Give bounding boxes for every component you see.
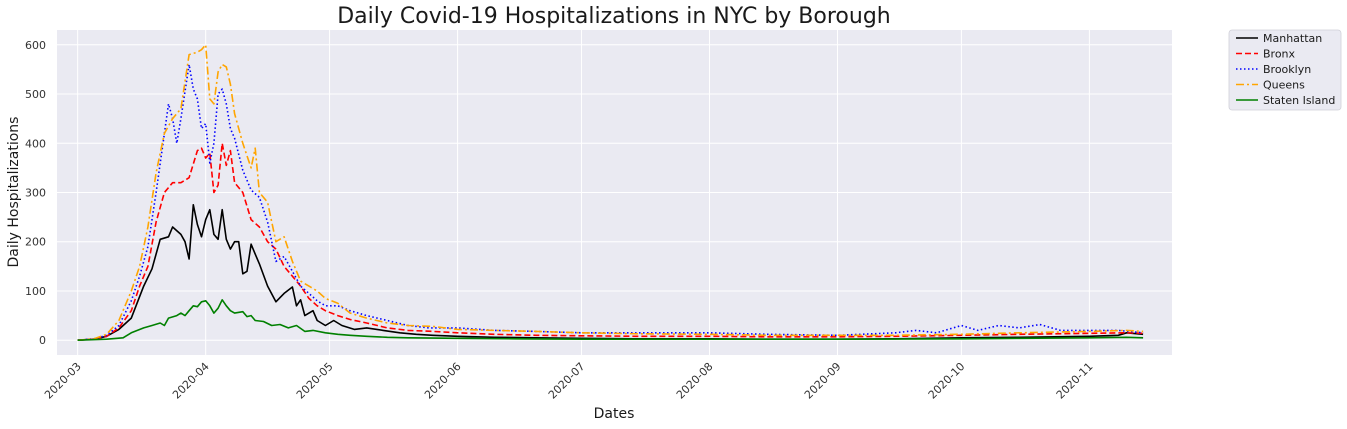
y-tick-label: 600 <box>25 39 46 52</box>
series-line-staten-island <box>77 299 1144 341</box>
x-tick-label: 2020-05 <box>294 360 336 402</box>
x-tick-label: 2020-07 <box>546 360 588 402</box>
x-tick-label: 2020-11 <box>1054 360 1096 402</box>
legend-label: Queens <box>1263 79 1305 92</box>
x-tick-labels: 2020-03 2020-04 2020-05 2020-06 2020-07 2020-… <box>42 360 1095 402</box>
x-tick-label: 2020-06 <box>422 360 464 402</box>
x-tick-label: 2020-03 <box>42 360 84 402</box>
y-tick-label: 500 <box>25 88 46 101</box>
series-line-brooklyn <box>77 63 1144 341</box>
x-tick-label: 2020-10 <box>926 360 968 402</box>
series-line-bronx <box>77 142 1144 341</box>
legend-label: Bronx <box>1263 48 1296 61</box>
chart-title: Daily Covid-19 Hospitalizations in NYC b… <box>337 4 891 29</box>
y-tick-label: 0 <box>39 334 46 347</box>
x-tick-label: 2020-04 <box>170 360 212 402</box>
x-gridlines <box>77 30 1090 355</box>
x-axis-title: Dates <box>594 406 635 422</box>
x-tick-label: 2020-09 <box>802 360 844 402</box>
legend-label: Manhattan <box>1263 32 1322 45</box>
x-tick-label: 2020-08 <box>674 360 716 402</box>
legend-label: Brooklyn <box>1263 63 1311 76</box>
y-tick-label: 100 <box>25 285 46 298</box>
y-axis-title: Daily Hospitalizations <box>6 117 22 268</box>
y-tick-label: 200 <box>25 236 46 249</box>
legend: Manhattan Bronx Brooklyn Queens Staten Islan… <box>1228 29 1342 111</box>
series-lines <box>77 44 1144 341</box>
y-tick-labels: 0 100 200 300 400 500 600 <box>25 39 46 347</box>
series-line-queens <box>77 44 1144 341</box>
y-tick-label: 300 <box>25 187 46 200</box>
legend-box <box>1228 29 1342 111</box>
y-tick-label: 400 <box>25 137 46 150</box>
legend-label: Staten Island <box>1263 94 1335 107</box>
